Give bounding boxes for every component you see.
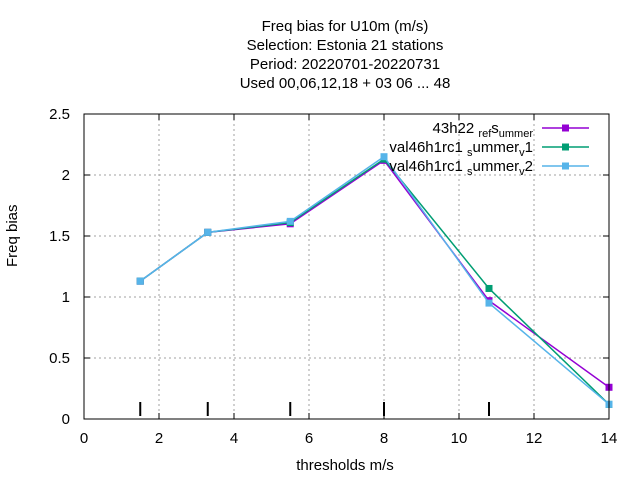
y-tick-label: 2.5 [49,106,70,123]
threshold-markers [139,402,490,416]
x-tick-label: 12 [526,430,543,447]
data-point [380,153,388,161]
legend-label: 43h22 refsummer [433,120,534,140]
chart-title-line-4: Used 00,06,12,18 + 03 06 ... 48 [239,75,451,92]
data-point [204,228,212,236]
x-axis-label: thresholds m/s [296,457,394,474]
chart-title-line-3: Period: 20220701-20220731 [249,56,441,73]
x-tick-label: 0 [80,430,88,447]
series-43h22_ref_summer [136,156,613,391]
grid-lines [84,114,609,419]
data-point [136,277,144,285]
legend-marker [562,124,569,132]
chart-title-line-2: Selection: Estonia 21 stations [246,37,444,54]
legend-label: val46h1rc1 summerv2 [389,158,533,178]
y-tick-label: 1.5 [49,228,70,245]
x-tick-label: 2 [155,430,163,447]
y-tick-label: 0 [62,411,70,428]
data-point [286,217,294,225]
series-line [139,159,610,388]
y-tick-label: 1 [62,289,70,306]
x-tick-label: 14 [601,430,618,447]
data-point [485,284,493,292]
y-tick-label: 0.5 [49,350,70,367]
chart-title-line-1: Freq bias for U10m (m/s) [261,18,429,35]
y-tick-label: 2 [62,167,70,184]
legend-label: val46h1rc1 summerv1 [389,139,533,159]
series-val46h1rc1_summer_v2 [136,153,613,408]
x-tick-label: 6 [305,430,313,447]
series-line [139,158,610,405]
legend-marker [562,162,569,170]
legend-marker [562,143,569,151]
axis-ticks: 0 2 4 6 8 10 12 14 0 0.5 1 1.5 2 2.5 [49,106,617,447]
x-tick-label: 8 [380,430,388,447]
x-tick-label: 10 [451,430,468,447]
plot-frame [83,113,610,420]
series-val46h1rc1_summer_v1 [136,155,613,408]
data-point [485,299,493,307]
series-lines [136,153,613,408]
x-tick-label: 4 [230,430,238,447]
series-line [139,155,610,405]
